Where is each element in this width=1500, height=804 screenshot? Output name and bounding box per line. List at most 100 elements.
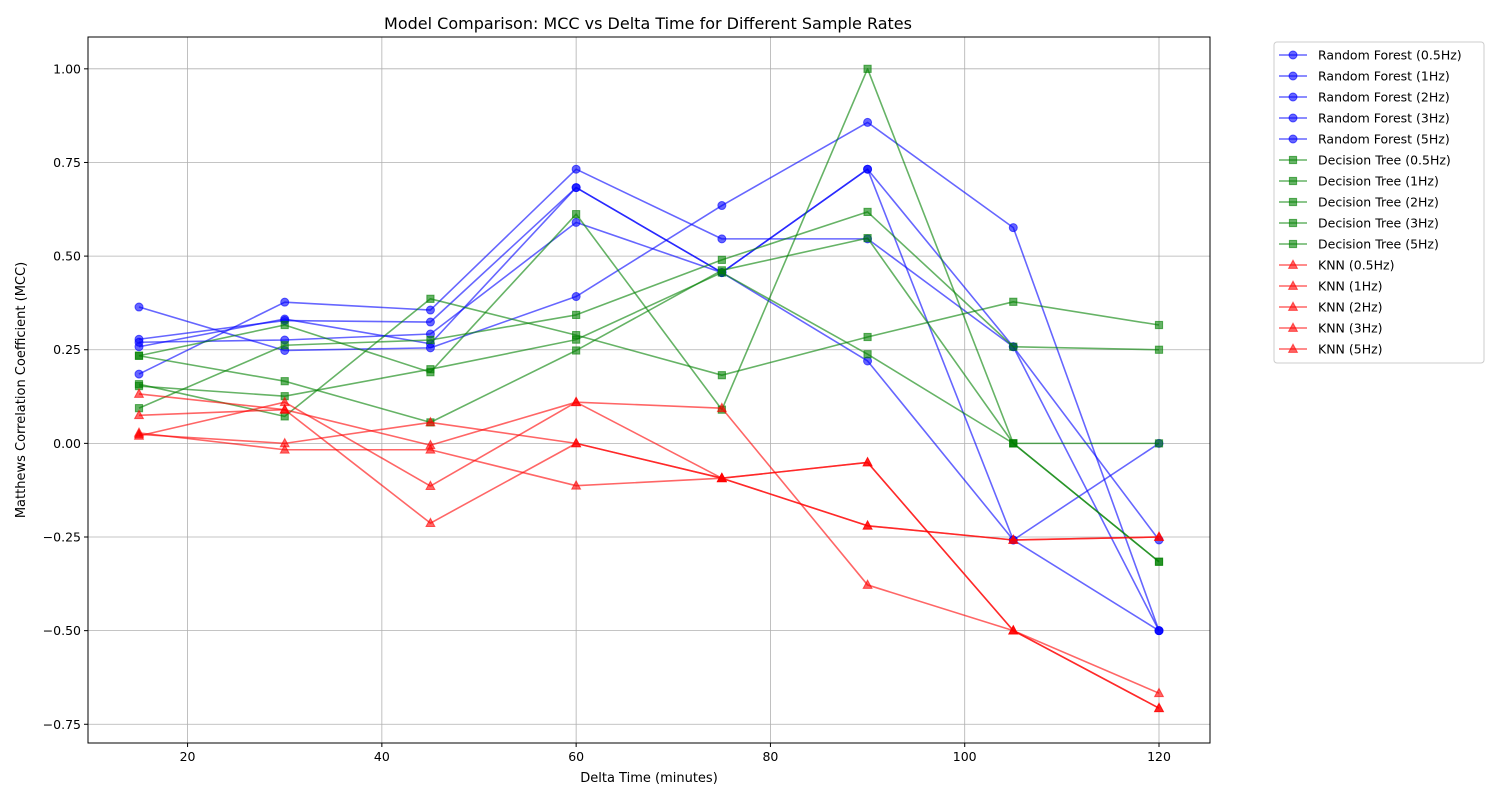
data-point bbox=[572, 310, 581, 320]
series-line bbox=[138, 271, 1159, 445]
y-axis-ticks: −0.75 −0.50 −0.25 0.00 0.25 0.50 0.75 1.00 bbox=[43, 61, 88, 732]
data-point bbox=[572, 210, 581, 219]
series-knn bbox=[133, 416, 1165, 713]
x-tick-label: 60 bbox=[568, 749, 584, 764]
data-point bbox=[863, 64, 872, 73]
data-point bbox=[279, 396, 290, 407]
legend-marker bbox=[1288, 113, 1298, 123]
data-point bbox=[425, 416, 436, 427]
x-tick-label: 100 bbox=[953, 749, 977, 764]
plot-series bbox=[133, 64, 1165, 713]
data-point bbox=[571, 292, 581, 302]
y-tick-label: 0.00 bbox=[53, 436, 81, 451]
legend-entry: Random Forest (1Hz) bbox=[1279, 69, 1450, 84]
legend-label: Decision Tree (3Hz) bbox=[1318, 216, 1439, 231]
data-point bbox=[572, 346, 581, 355]
data-point bbox=[134, 302, 144, 312]
legend-marker bbox=[1287, 280, 1299, 290]
data-point bbox=[717, 201, 727, 211]
data-point bbox=[426, 294, 435, 303]
data-point bbox=[863, 234, 872, 243]
data-point bbox=[717, 268, 726, 277]
legend-entry: Random Forest (3Hz) bbox=[1279, 111, 1450, 126]
legend-label: KNN (3Hz) bbox=[1318, 321, 1383, 336]
legend-marker bbox=[1288, 197, 1298, 207]
plot-area-frame bbox=[87, 36, 1211, 744]
data-point bbox=[1008, 624, 1019, 635]
data-point bbox=[717, 255, 726, 264]
legend-entry: Decision Tree (5Hz) bbox=[1279, 237, 1439, 252]
data-point bbox=[717, 234, 727, 244]
legend-entry: KNN (2Hz) bbox=[1279, 300, 1383, 315]
legend-entry: Decision Tree (1Hz) bbox=[1279, 174, 1439, 189]
data-point bbox=[863, 332, 872, 342]
data-point bbox=[572, 335, 581, 344]
data-point bbox=[1009, 342, 1018, 351]
legend-entry: Decision Tree (3Hz) bbox=[1279, 216, 1439, 231]
legend-marker bbox=[1288, 134, 1298, 144]
data-point bbox=[717, 371, 726, 380]
data-point bbox=[863, 207, 872, 217]
legend-entry: Random Forest (5Hz) bbox=[1279, 132, 1450, 147]
data-point bbox=[134, 369, 144, 379]
series-dt bbox=[134, 294, 1164, 421]
data-point bbox=[716, 402, 728, 413]
legend-label: Random Forest (0.5Hz) bbox=[1318, 48, 1462, 63]
series-dt bbox=[134, 64, 1164, 566]
data-point bbox=[279, 443, 290, 454]
legend-label: Random Forest (3Hz) bbox=[1318, 111, 1450, 126]
series-line bbox=[138, 168, 1160, 632]
series-dt bbox=[134, 234, 1164, 566]
y-tick-label: −0.75 bbox=[43, 717, 81, 732]
data-point bbox=[279, 403, 290, 414]
data-point bbox=[571, 217, 581, 227]
legend-label: Decision Tree (5Hz) bbox=[1318, 237, 1439, 252]
y-axis-label: Matthews Correlation Coefficient (MCC) bbox=[14, 262, 29, 518]
series-rf bbox=[134, 217, 1164, 545]
legend-marker bbox=[1288, 239, 1298, 249]
data-point bbox=[1008, 534, 1019, 544]
data-point bbox=[1009, 297, 1018, 306]
legend-marker bbox=[1287, 259, 1299, 269]
series-line bbox=[138, 168, 1160, 632]
legend-marker bbox=[1288, 50, 1298, 60]
legend-entry: Random Forest (0.5Hz) bbox=[1279, 48, 1462, 63]
legend-marker bbox=[1287, 322, 1299, 332]
series-dt bbox=[134, 207, 1164, 413]
data-point bbox=[570, 479, 582, 490]
x-tick-label: 80 bbox=[762, 749, 778, 764]
data-point bbox=[862, 456, 873, 467]
legend-label: Decision Tree (0.5Hz) bbox=[1318, 153, 1451, 168]
legend-label: Random Forest (2Hz) bbox=[1318, 90, 1450, 105]
data-point bbox=[133, 428, 145, 439]
legend-label: Decision Tree (2Hz) bbox=[1318, 195, 1439, 210]
series-line bbox=[138, 211, 1160, 409]
data-point bbox=[425, 305, 435, 315]
legend-entry: KNN (5Hz) bbox=[1279, 342, 1383, 357]
data-point bbox=[1154, 345, 1164, 354]
data-point bbox=[1154, 320, 1164, 330]
legend-marker bbox=[1288, 176, 1298, 186]
series-knn bbox=[133, 396, 1165, 544]
data-point bbox=[280, 377, 289, 386]
data-point bbox=[425, 317, 435, 327]
legend-marker bbox=[1287, 343, 1299, 353]
data-point bbox=[279, 437, 290, 448]
series-knn bbox=[133, 403, 1165, 713]
y-tick-label: 0.25 bbox=[53, 342, 81, 357]
legend-label: KNN (2Hz) bbox=[1318, 300, 1383, 315]
data-point bbox=[1154, 626, 1164, 636]
data-point bbox=[862, 519, 873, 530]
data-point bbox=[134, 337, 144, 347]
x-tick-label: 40 bbox=[374, 749, 390, 764]
data-point bbox=[425, 443, 436, 454]
legend-marker bbox=[1288, 155, 1298, 165]
data-point bbox=[570, 396, 582, 407]
y-tick-label: 0.50 bbox=[53, 249, 81, 264]
data-point bbox=[1009, 439, 1018, 448]
data-point bbox=[280, 412, 289, 421]
x-axis-ticks: 20 40 60 80 100 120 bbox=[180, 743, 1171, 764]
data-point bbox=[1153, 702, 1165, 713]
legend-label: KNN (0.5Hz) bbox=[1318, 258, 1394, 273]
